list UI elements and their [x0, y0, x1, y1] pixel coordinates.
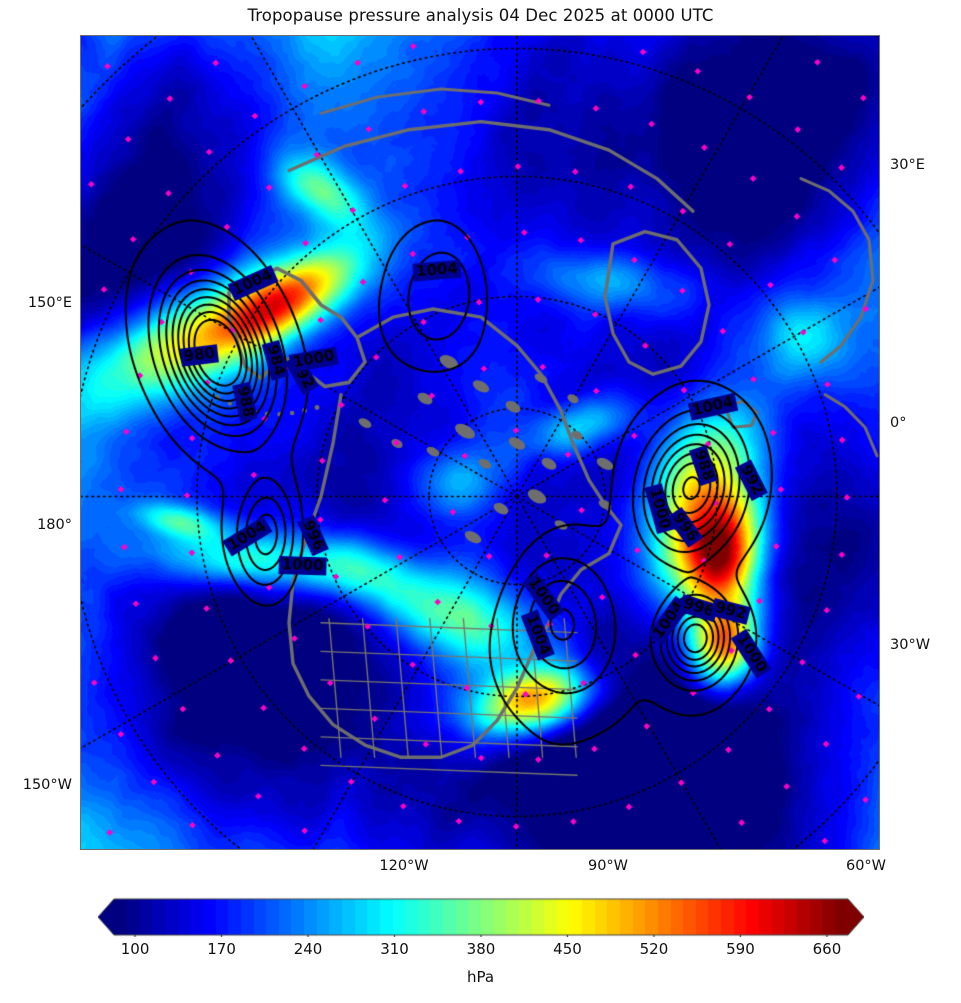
- colorbar-tick-3: 310: [380, 940, 409, 958]
- map-field-canvas: [81, 36, 880, 850]
- colorbar-tick-0: 100: [121, 940, 150, 958]
- colorbar-tick-2: 240: [294, 940, 323, 958]
- colorbar-tick-4: 380: [467, 940, 496, 958]
- colorbar-unit-label: hPa: [0, 968, 961, 986]
- lon-label-bottom-0: 120°W: [379, 858, 428, 874]
- lon-label-left-1: 180°: [37, 517, 72, 533]
- lon-label-left-2: 150°W: [23, 777, 72, 793]
- lon-label-right-2: 30°W: [890, 637, 930, 653]
- lon-label-bottom-2: 60°W: [846, 858, 886, 874]
- colorbar-tick-7: 590: [726, 940, 755, 958]
- lon-label-right-1: 0°: [890, 415, 906, 431]
- colorbar-tick-5: 450: [553, 940, 582, 958]
- colorbar-tick-6: 520: [640, 940, 669, 958]
- colorbar-tick-labels: 100 170 240 310 380 450 520 590 660: [98, 940, 864, 964]
- colorbar[interactable]: [98, 897, 864, 937]
- lon-label-right-0: 30°E: [890, 157, 925, 173]
- colorbar-tick-8: 660: [813, 940, 842, 958]
- figure-root: Tropopause pressure analysis 04 Dec 2025…: [0, 0, 961, 1003]
- lon-label-left-0: 150°E: [28, 295, 72, 311]
- colorbar-gradient: [98, 897, 864, 937]
- page-title: Tropopause pressure analysis 04 Dec 2025…: [0, 6, 961, 25]
- colorbar-tick-1: 170: [207, 940, 236, 958]
- lon-label-bottom-1: 90°W: [588, 858, 628, 874]
- map-axes[interactable]: [80, 35, 880, 850]
